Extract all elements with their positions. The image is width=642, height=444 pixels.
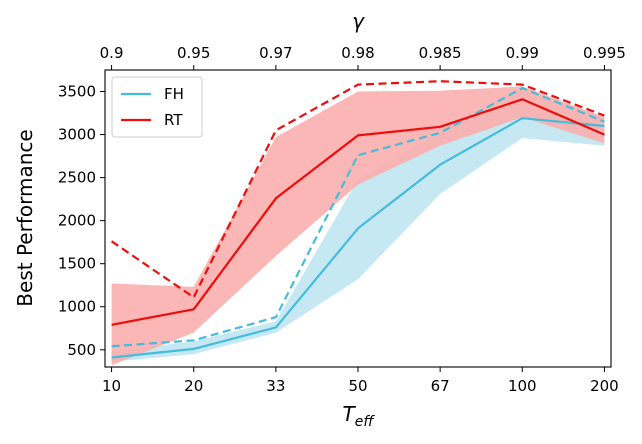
x-top-axis-label: γ bbox=[352, 9, 365, 33]
x-axis-label: Teff bbox=[343, 402, 376, 430]
y-axis-label: Best Performance bbox=[13, 129, 37, 306]
x-top-tick-label: 0.98 bbox=[341, 44, 374, 62]
series-lines bbox=[110, 80, 605, 359]
legend-label-rt: RT bbox=[164, 111, 183, 129]
mean-line-rt bbox=[111, 98, 605, 326]
y-tick-label: 1500 bbox=[58, 255, 96, 273]
legend-label-fh: FH bbox=[164, 85, 184, 103]
y-tick-label: 2500 bbox=[58, 169, 96, 187]
mean-line-fh bbox=[111, 117, 605, 359]
y-tick-label: 1000 bbox=[58, 298, 96, 316]
max-line-rt bbox=[110, 80, 605, 299]
x-axis-label-sub: eff bbox=[355, 414, 376, 430]
y-tick-label: 2000 bbox=[58, 212, 96, 230]
y-tick-label: 3500 bbox=[58, 83, 96, 101]
x-tick-label: 67 bbox=[431, 377, 450, 395]
x-tick-label: 10 bbox=[102, 377, 121, 395]
x-top-tick-label: 0.995 bbox=[583, 44, 626, 62]
legend-box bbox=[111, 76, 203, 138]
max-line-fh bbox=[111, 86, 605, 348]
y-tick-label: 3000 bbox=[58, 126, 96, 144]
x-axis-label-main: T bbox=[343, 402, 357, 426]
axis-ticks: 10 0.9 20 0.95 33 0.97 50 0.98 67 0.985 100 0.99 200… bbox=[58, 44, 626, 395]
x-top-tick-label: 0.97 bbox=[259, 44, 292, 62]
x-tick-label: 50 bbox=[348, 377, 367, 395]
legend: FH RT bbox=[111, 76, 203, 138]
x-tick-label: 20 bbox=[184, 377, 203, 395]
x-tick-label: 33 bbox=[266, 377, 285, 395]
y-tick-label: 500 bbox=[67, 341, 96, 359]
x-top-tick-label: 0.95 bbox=[177, 44, 210, 62]
x-top-tick-label: 0.985 bbox=[419, 44, 462, 62]
x-tick-label: 100 bbox=[508, 377, 537, 395]
x-top-tick-label: 0.9 bbox=[100, 44, 124, 62]
x-top-tick-label: 0.99 bbox=[506, 44, 539, 62]
x-tick-label: 200 bbox=[590, 377, 619, 395]
band-fh bbox=[111, 88, 605, 362]
